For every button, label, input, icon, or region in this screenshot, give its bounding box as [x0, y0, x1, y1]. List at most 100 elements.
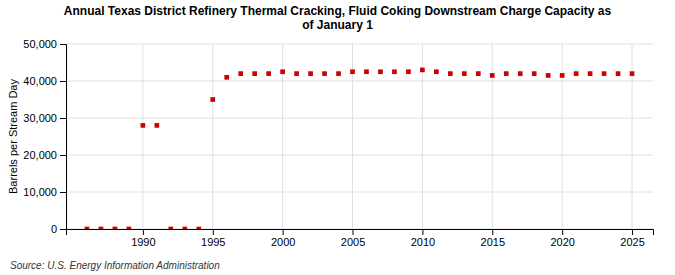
grid-line-y — [66, 118, 653, 119]
y-tick-mark — [60, 192, 66, 193]
point — [616, 71, 621, 76]
point — [336, 71, 341, 76]
y-tick-label: 0 — [51, 223, 57, 235]
x-tick-label: 2015 — [481, 236, 505, 248]
x-tick: 1990 — [131, 229, 155, 248]
grid-line-y — [66, 44, 653, 45]
point — [168, 227, 173, 229]
point — [224, 75, 229, 80]
point — [238, 71, 243, 76]
y-tick-label: 20,000 — [23, 149, 57, 161]
point — [406, 69, 411, 74]
y-tick: 40,000 — [23, 75, 66, 87]
y-tick-label: 40,000 — [23, 75, 57, 87]
y-tick-mark — [60, 118, 66, 119]
point — [322, 71, 327, 76]
point — [490, 73, 495, 78]
chart: 1990 1995 2000 2005 2010 2015 2020 2025 0 10,000 2… — [0, 0, 675, 275]
point — [532, 71, 537, 76]
point — [546, 73, 551, 78]
point — [602, 71, 607, 76]
x-tick-mark — [562, 229, 563, 235]
point — [504, 71, 509, 76]
y-tick-mark — [60, 155, 66, 156]
x-tick-mark — [492, 229, 493, 235]
point — [364, 69, 369, 74]
point — [630, 71, 635, 76]
x-tick: 2010 — [411, 229, 435, 248]
x-tick-mark — [283, 229, 284, 235]
x-tick-label: 1990 — [131, 236, 155, 248]
point — [350, 69, 355, 74]
point — [113, 227, 118, 229]
y-tick-mark — [60, 81, 66, 82]
grid-line-x — [492, 44, 493, 229]
x-tick: 1995 — [201, 229, 225, 248]
point — [420, 68, 425, 73]
point — [252, 71, 257, 76]
y-tick-label: 50,000 — [23, 38, 57, 50]
point — [280, 69, 285, 74]
x-tick-label: 1995 — [201, 236, 225, 248]
y-tick-mark — [60, 44, 66, 45]
y-tick: 10,000 — [23, 186, 66, 198]
point — [210, 97, 215, 102]
x-tick-mark — [632, 229, 633, 235]
point — [378, 69, 383, 74]
x-tick-label: 2020 — [550, 236, 574, 248]
grid-line-y — [66, 155, 653, 156]
y-axis-label: Barrels per Stream Day — [7, 79, 19, 194]
x-tick-label: 2000 — [271, 236, 295, 248]
x-tick: 2005 — [341, 229, 365, 248]
point — [266, 71, 271, 76]
y-tick-mark — [60, 229, 66, 230]
grid-line-x — [142, 44, 143, 229]
point — [560, 73, 565, 78]
x-tick: 2000 — [271, 229, 295, 248]
point — [308, 71, 313, 76]
point — [141, 123, 146, 128]
point — [392, 69, 397, 74]
grid-line-x — [562, 44, 563, 229]
grid-line-y — [66, 81, 653, 82]
x-tick-mark — [353, 229, 354, 235]
point — [574, 71, 579, 76]
point — [155, 123, 160, 128]
point — [434, 69, 439, 74]
point — [448, 71, 453, 76]
x-axis: 1990 1995 2000 2005 2010 2015 2020 2025 — [67, 229, 654, 248]
point — [85, 227, 90, 229]
points — [85, 68, 635, 229]
grid-line-y — [66, 192, 653, 193]
point — [182, 227, 187, 229]
point — [588, 71, 593, 76]
x-tick-mark — [422, 229, 423, 235]
point — [462, 71, 467, 76]
y-tick: 20,000 — [23, 149, 66, 161]
y-tick: 50,000 — [23, 38, 66, 50]
x-tick: 2020 — [550, 229, 574, 248]
x-tick-mark — [213, 229, 214, 235]
point — [196, 227, 201, 229]
point — [518, 71, 523, 76]
y-axis-line — [60, 45, 67, 230]
x-tick-label: 2010 — [411, 236, 435, 248]
annotation: Source: U.S. Energy Information Administ… — [10, 260, 220, 271]
title: Annual Texas District Refinery Thermal C… — [64, 4, 612, 32]
point — [294, 71, 299, 76]
point — [99, 227, 104, 229]
x-tick-label: 2025 — [620, 236, 644, 248]
y-tick: 0 — [51, 223, 66, 235]
x-tick: 2025 — [620, 229, 644, 248]
x-tick: 2015 — [481, 229, 505, 248]
point — [127, 227, 132, 229]
y-tick: 30,000 — [23, 112, 66, 124]
x-tick-label: 2005 — [341, 236, 365, 248]
plot-area: 1990 1995 2000 2005 2010 2015 2020 2025 0 10,000 2… — [23, 38, 653, 248]
grid-line-x — [212, 44, 213, 229]
x-tick-mark — [143, 229, 144, 235]
point — [476, 71, 481, 76]
y-tick-label: 10,000 — [23, 186, 57, 198]
x-axis-line — [67, 230, 654, 236]
y-axis: 0 10,000 20,000 30,000 40,000 50,000 — [23, 38, 66, 235]
